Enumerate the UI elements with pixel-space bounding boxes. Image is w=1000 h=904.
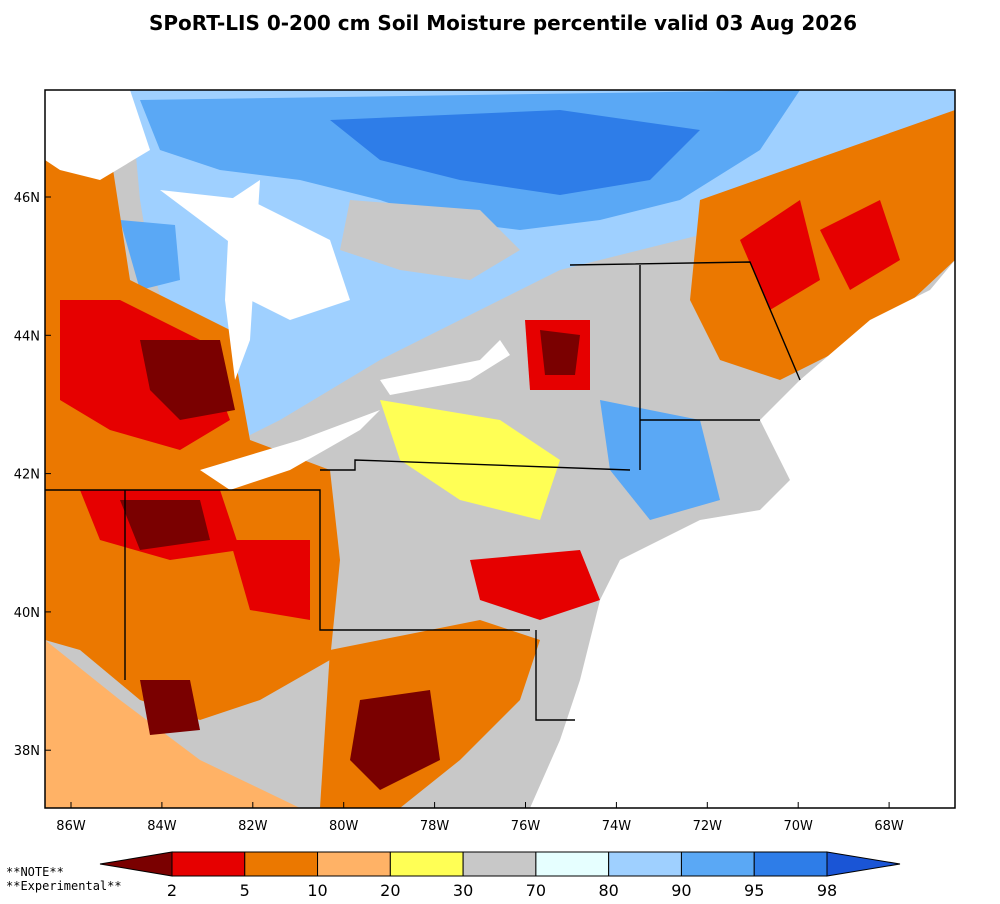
lat-label: 42N xyxy=(14,468,40,483)
lon-label: 82W xyxy=(238,819,268,834)
lon-label: 72W xyxy=(693,819,723,834)
lon-label: 74W xyxy=(602,819,632,834)
note: **Experimental** xyxy=(6,879,122,893)
colorbar-label: 30 xyxy=(453,881,473,900)
map-frame xyxy=(44,89,956,809)
lon-label: 80W xyxy=(329,819,359,834)
colorbar-arrow xyxy=(826,851,901,877)
lon-label: 86W xyxy=(56,819,86,834)
lon-label: 78W xyxy=(420,819,450,834)
colorbar-label: 10 xyxy=(307,881,327,900)
colorbar-box xyxy=(608,851,682,877)
colorbar: 2 5 10 20 30 70 80 90 95 98 xyxy=(99,851,901,900)
lon-label: 68W xyxy=(874,819,904,834)
colorbar-label: 80 xyxy=(598,881,618,900)
lat-label: 44N xyxy=(14,329,40,344)
lat-label: 46N xyxy=(14,191,40,206)
map-field xyxy=(45,90,955,808)
lon-label: 70W xyxy=(783,819,813,834)
colorbar-box xyxy=(753,851,828,877)
colorbar-box xyxy=(680,851,755,877)
colorbar-box xyxy=(171,851,246,877)
colorbar-label: 5 xyxy=(240,881,250,900)
colorbar-label: 98 xyxy=(817,881,837,900)
lon-label: 76W xyxy=(511,819,541,834)
colorbar-arrow xyxy=(99,851,173,877)
lat-label: 38N xyxy=(14,744,40,759)
colorbar-label: 90 xyxy=(671,881,691,900)
colorbar-box xyxy=(389,851,464,877)
colorbar-box xyxy=(244,851,319,877)
lon-label: 84W xyxy=(147,819,177,834)
note: **NOTE** xyxy=(6,865,64,879)
colorbar-box xyxy=(535,851,610,877)
colorbar-label: 2 xyxy=(167,881,177,900)
colorbar-box xyxy=(462,851,537,877)
map-title: SPoRT-LIS 0-200 cm Soil Moisture percent… xyxy=(149,11,857,35)
colorbar-box xyxy=(317,851,391,877)
colorbar-label: 20 xyxy=(380,881,400,900)
map-axes: 46N 44N 42N 40N 38N 86W 84W 82W 80W 78W 76W 74W 72W 7… xyxy=(14,191,904,834)
colorbar-label: 70 xyxy=(526,881,546,900)
colorbar-label: 95 xyxy=(744,881,764,900)
lat-label: 40N xyxy=(14,606,40,621)
